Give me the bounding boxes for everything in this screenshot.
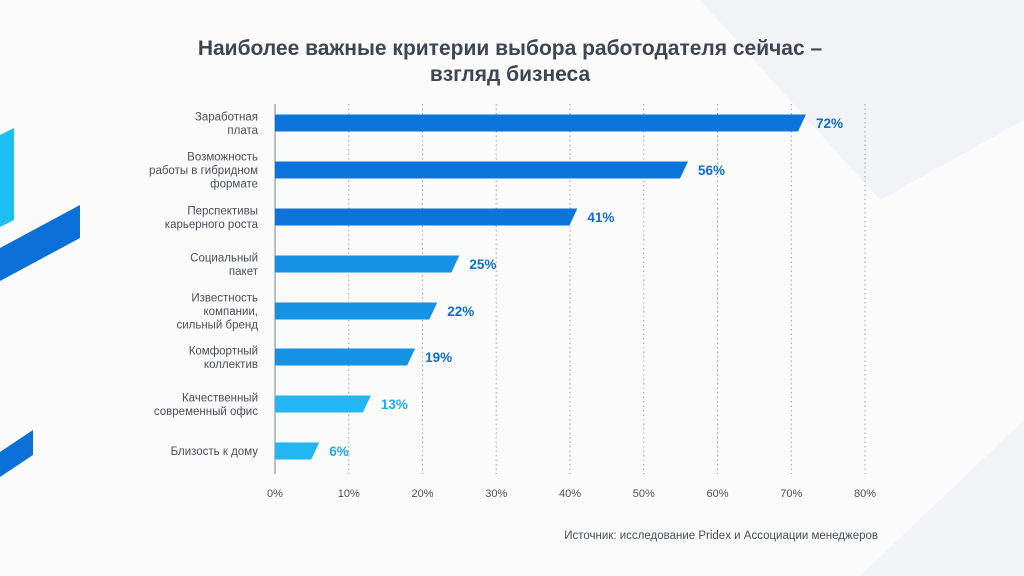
category-label-line: карьерного роста (165, 219, 259, 231)
x-tick-label: 60% (706, 488, 728, 500)
category-label-line: Социальный (190, 252, 258, 264)
decor-light-shape (700, 0, 1024, 200)
value-labels: 72% 56% 41% 25% 22% 19% 13% 6% (329, 116, 843, 459)
x-tick-label: 50% (633, 488, 655, 500)
chart-title: Наиболее важные критерии выбора работода… (150, 36, 870, 88)
category-label-line: Близость к дому (171, 446, 259, 458)
bars (275, 114, 806, 460)
data-label: 22% (447, 304, 474, 319)
category-label-line: плата (227, 125, 258, 137)
data-label: 56% (698, 163, 725, 178)
category-label-line: пакет (229, 266, 259, 278)
source-note: Источник: исследование Pridex и Ассоциац… (564, 530, 878, 542)
x-tick-label: 20% (411, 488, 433, 500)
bar (275, 114, 806, 132)
data-label: 19% (425, 350, 452, 365)
category-label-line: Перспективы (187, 205, 258, 217)
data-label: 41% (587, 210, 614, 225)
x-tick-label: 0% (267, 488, 283, 500)
chart-title-line-2: взгляд бизнеса (429, 63, 591, 86)
bar (275, 348, 416, 366)
x-tick-label: 30% (485, 488, 507, 500)
bar (275, 395, 371, 413)
category-label: Качественный современный офис (154, 392, 258, 418)
bar (275, 161, 688, 179)
decor-stripe-top (0, 128, 14, 227)
category-label: Известность компании, сильный бренд (176, 293, 258, 332)
category-label-line: Заработная (195, 111, 258, 123)
bar (275, 208, 578, 226)
bar (275, 302, 438, 320)
category-label-line: коллектив (204, 359, 258, 371)
category-label-line: Комфортный (189, 345, 258, 357)
category-label-line: компании, (204, 306, 258, 318)
decor-stripe-middle (0, 205, 80, 281)
decor-stripe-bottom (0, 430, 33, 477)
decor-light-shape-2 (860, 420, 1024, 576)
data-label: 13% (381, 397, 408, 412)
category-label: Социальный пакет (190, 252, 259, 278)
x-tick-label: 10% (338, 488, 360, 500)
category-label-line: современный офис (154, 406, 258, 418)
category-label-line: работы в гибридном (149, 165, 258, 177)
grid-lines (274, 104, 866, 474)
x-tick-label: 70% (780, 488, 802, 500)
category-label-line: формате (210, 179, 258, 191)
category-label: Заработная плата (195, 111, 259, 137)
bar (275, 442, 320, 460)
bar (275, 255, 460, 273)
x-tick-label: 80% (854, 488, 876, 500)
category-label-line: сильный бренд (176, 320, 258, 332)
category-label: Близость к дому (171, 446, 259, 458)
category-label-line: Возможность (187, 152, 258, 164)
category-label-line: Качественный (182, 392, 258, 404)
category-label: Перспективы карьерного роста (165, 205, 259, 231)
data-label: 72% (816, 116, 843, 131)
category-labels: Заработная плата Возможность работы в гибри… (149, 111, 259, 458)
category-label-line: Известность (191, 293, 258, 305)
x-tick-label: 40% (559, 488, 581, 500)
category-label: Комфортный коллектив (189, 345, 258, 371)
data-label: 25% (469, 257, 496, 272)
data-label: 6% (329, 444, 349, 459)
category-label: Возможность работы в гибридном формате (149, 152, 258, 191)
chart-title-line-1: Наиболее важные критерии выбора работода… (197, 37, 823, 60)
x-axis-ticks: 0% 10% 20% 30% 40% 50% 60% 70% 80% (267, 488, 876, 500)
